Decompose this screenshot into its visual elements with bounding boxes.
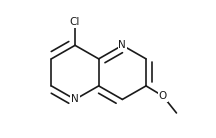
Text: N: N	[71, 94, 79, 104]
Text: Cl: Cl	[70, 17, 80, 27]
Text: O: O	[159, 91, 167, 101]
Text: N: N	[119, 40, 126, 50]
